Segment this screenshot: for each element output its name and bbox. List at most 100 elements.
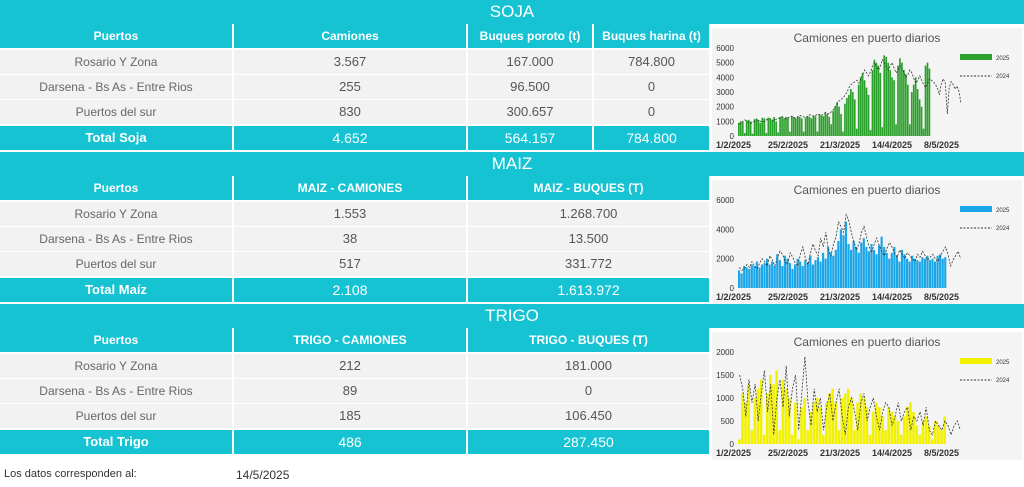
table-cell: 4.652 — [234, 126, 466, 150]
table-cell: 1.613.972 — [468, 278, 709, 302]
bar-2025 — [783, 118, 785, 136]
table-row: Darsena - Bs As - Entre Rios 38 13.500 — [0, 227, 709, 251]
bar-2025 — [738, 122, 740, 136]
table-cell: Puertos del sur — [0, 252, 232, 276]
table-cell: 1.268.700 — [468, 202, 709, 226]
bar-2025 — [741, 122, 744, 136]
bar-2025 — [906, 258, 909, 288]
bar-2025 — [755, 118, 758, 136]
bar-2025 — [895, 255, 898, 288]
bar-2025 — [870, 244, 873, 288]
bar-2025 — [883, 246, 886, 288]
y-tick-label: 2000 — [716, 348, 734, 357]
bar-2025 — [814, 260, 817, 288]
table-cell: 517 — [234, 252, 466, 276]
column-header: Buques poroto (t) — [468, 24, 592, 48]
bar-2025 — [908, 261, 911, 288]
table-row: Puertos del sur 185 106.450 — [0, 404, 709, 428]
y-tick-label: 500 — [721, 417, 735, 426]
bar-2025 — [906, 407, 909, 444]
bar-2025 — [897, 65, 899, 136]
bar-2025 — [838, 106, 840, 136]
bar-2025 — [940, 430, 943, 444]
bar-2025 — [880, 236, 883, 288]
bar-2025 — [855, 246, 858, 288]
bar-2025 — [773, 116, 776, 136]
bar-2025 — [818, 407, 822, 444]
bar-2025 — [738, 270, 741, 288]
footer-date: 14/5/2025 — [236, 468, 290, 482]
y-tick-label: 4000 — [716, 225, 734, 234]
bar-2025 — [766, 258, 769, 288]
bar-2025 — [776, 254, 779, 288]
bar-2025 — [744, 402, 747, 444]
table-cell: Darsena - Bs As - Entre Rios — [0, 75, 232, 99]
bar-2025 — [828, 393, 831, 444]
bar-2025 — [855, 128, 858, 136]
bar-2025 — [781, 379, 785, 444]
table-cell: Darsena - Bs As - Entre Rios — [0, 379, 232, 403]
table-cell: 1.553 — [234, 202, 466, 226]
bar-2025 — [842, 235, 845, 288]
bar-2025 — [865, 246, 868, 288]
x-tick-label: 21/3/2025 — [820, 292, 860, 302]
bar-2025 — [885, 56, 888, 136]
bar-2025 — [834, 106, 836, 136]
table-cell: 13.500 — [468, 227, 709, 251]
x-tick-label: 14/4/2025 — [872, 448, 912, 458]
table-cell: Rosario Y Zona — [0, 354, 232, 378]
bar-2025 — [749, 121, 752, 136]
bar-2025 — [822, 252, 825, 288]
bar-2025 — [920, 106, 923, 136]
bar-2025 — [853, 99, 856, 136]
bar-2025 — [862, 238, 865, 288]
column-header: TRIGO - BUQUES (T) — [468, 328, 709, 352]
chart-title: Camiones en puerto diarios — [794, 183, 941, 197]
bar-2025 — [796, 116, 799, 136]
bar-2025 — [878, 407, 881, 444]
table-total-row: Total Maíz 2.108 1.613.972 — [0, 278, 709, 302]
bar-2025 — [924, 65, 927, 136]
legend-label-2025: 2025 — [996, 208, 1010, 214]
chart-title: Camiones en puerto diarios — [794, 31, 941, 45]
bar-2025 — [844, 222, 848, 288]
table-cell: 0 — [468, 379, 709, 403]
table-cell: Total Maíz — [0, 278, 232, 302]
x-tick-label: 14/4/2025 — [872, 292, 912, 302]
y-tick-label: 0 — [730, 132, 735, 141]
bar-2025 — [816, 257, 820, 288]
bar-2025 — [797, 439, 800, 444]
bar-2025 — [910, 92, 913, 136]
table-cell: 106.450 — [468, 404, 709, 428]
bar-2025 — [816, 131, 819, 136]
table-header-row: Puertos MAIZ - CAMIONES MAIZ - BUQUES (T) — [0, 176, 709, 200]
bar-2025 — [753, 119, 756, 136]
bar-2025 — [787, 398, 791, 444]
footer-label: Los datos corresponden al: — [4, 468, 137, 480]
bar-2025 — [761, 117, 764, 136]
bar-2025 — [778, 260, 781, 288]
bar-2025 — [811, 264, 814, 288]
bar-2025 — [800, 407, 803, 444]
y-tick-label: 6000 — [716, 196, 734, 205]
column-header: Puertos — [0, 176, 232, 200]
bar-2025 — [853, 430, 856, 444]
bar-2025 — [900, 249, 904, 288]
bar-2025 — [859, 393, 862, 444]
y-tick-label: 2000 — [716, 255, 734, 264]
bar-2025 — [888, 258, 891, 288]
bar-2025 — [850, 89, 852, 136]
legend-swatch-2025 — [960, 54, 992, 60]
bar-2025 — [840, 398, 844, 444]
y-tick-label: 0 — [730, 440, 735, 449]
bar-2025 — [944, 257, 947, 288]
column-header: MAIZ - CAMIONES — [234, 176, 466, 200]
y-tick-label: 1000 — [716, 394, 734, 403]
bar-2025 — [905, 74, 907, 136]
bar-2025 — [799, 261, 802, 288]
bar-2025 — [879, 72, 882, 136]
table-cell: Total Soja — [0, 126, 232, 150]
bar-2025 — [771, 261, 774, 288]
bar-2025 — [844, 103, 846, 136]
bar-2025 — [837, 430, 841, 444]
